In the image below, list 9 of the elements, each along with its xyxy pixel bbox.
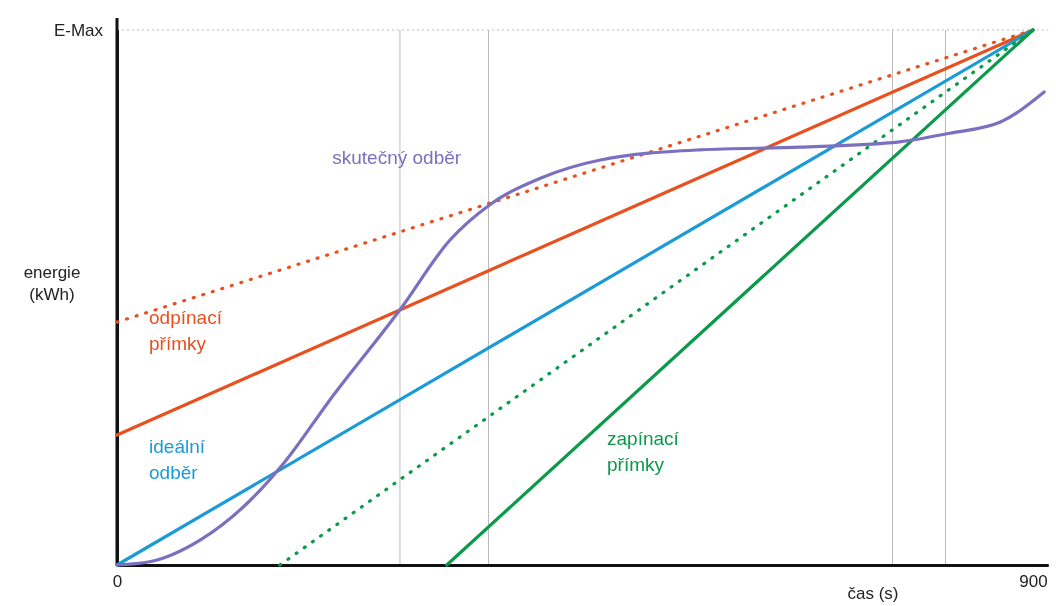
y-axis-title: energie (kWh) — [23, 263, 81, 304]
series-label: ideální odběr — [149, 435, 206, 483]
x-tick-label: 0 — [112, 572, 123, 592]
text: E-Max — [53, 21, 104, 40]
series-label: odpínací přímky — [149, 307, 223, 355]
x-axis-title: čas (s) — [847, 584, 899, 603]
x-tick-label: 900 — [1019, 572, 1048, 592]
text: skutečný odběr — [332, 146, 462, 168]
series-label: zapínací přímky — [607, 427, 680, 475]
